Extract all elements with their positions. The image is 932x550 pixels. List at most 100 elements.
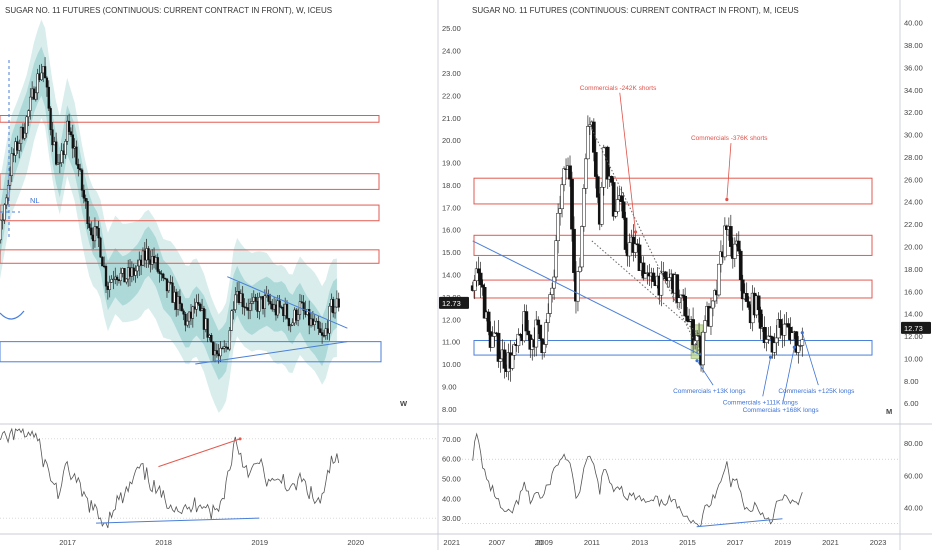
candle-body (300, 301, 303, 303)
candle-body (90, 227, 93, 236)
candle-body (635, 243, 640, 246)
monthly-chart-panel: SUGAR NO. 11 FUTURES (CONTINUOUS: CURREN… (462, 0, 932, 550)
monthly-date-tick: 2019 (774, 538, 791, 547)
candle-body (315, 320, 318, 323)
candle-body (103, 265, 106, 268)
candle-body (728, 226, 733, 247)
candle-body (175, 291, 178, 310)
candle-body (10, 153, 13, 176)
candle-body (586, 126, 590, 160)
candle-body (651, 272, 656, 282)
candle-body (202, 308, 206, 330)
weekly-price-tick: 11.00 (442, 338, 460, 347)
monthly-price-tick: 38.00 (904, 41, 923, 50)
candle-body (125, 278, 128, 283)
candle-body (580, 226, 584, 268)
candle-body (43, 66, 47, 79)
annotation-label: Commercials -242K shorts (580, 85, 657, 92)
candle-body (605, 146, 610, 180)
candle-body (744, 293, 749, 302)
candle-body (226, 347, 230, 350)
annotation-arrow (782, 347, 795, 405)
candle-body (101, 256, 104, 267)
monthly-price-tick: 10.00 (904, 354, 923, 363)
candle-body (197, 302, 200, 305)
candle-body (127, 267, 130, 280)
candle-body (562, 168, 566, 186)
candle-body (599, 187, 604, 225)
candle-body (798, 345, 803, 347)
candle-body (619, 195, 624, 202)
candle-body (184, 313, 187, 326)
annotation-label: Commercials +111K longs (723, 399, 799, 406)
candle-body (685, 315, 689, 322)
candle-body (21, 127, 25, 139)
candle-body (272, 304, 276, 310)
weekly-price-tick: 18.00 (442, 181, 461, 190)
annotation-arrowhead (725, 197, 729, 202)
weekly-price-tick: 8.00 (442, 405, 457, 414)
candle-body (518, 333, 523, 336)
candle-body (245, 307, 248, 309)
candle-body (284, 303, 287, 316)
candle-body (274, 304, 278, 316)
candle-body (204, 318, 207, 330)
candle-body (62, 150, 65, 155)
monthly-rsi-line (472, 432, 803, 528)
candle-body (180, 303, 183, 312)
candle-body (256, 301, 259, 312)
candle-body (58, 162, 61, 164)
weekly-zone-1 (0, 115, 380, 123)
weekly-candles (0, 57, 340, 364)
candle-body (40, 72, 43, 81)
weekly-price-tick: 10.00 (442, 360, 461, 369)
weekly-rsi-tick: 50.00 (442, 475, 461, 484)
candle-body (252, 296, 255, 302)
candle-body (302, 302, 305, 311)
candle-body (732, 243, 737, 259)
candle-body (171, 282, 174, 303)
candle-body (51, 129, 54, 146)
candle-body (643, 273, 648, 279)
candle-body (536, 319, 541, 326)
candle-body (701, 331, 705, 366)
candle-body (578, 266, 582, 272)
candle-body (1, 219, 4, 221)
candle-body (32, 88, 36, 100)
candle-body (34, 92, 37, 100)
candle-body (611, 182, 616, 217)
candle-body (54, 141, 58, 165)
weekly-price-tick: 16.00 (442, 226, 461, 235)
weekly-chart-title: SUGAR NO. 11 FUTURES (CONTINUOUS: CURREN… (5, 6, 332, 15)
weekly-chart-panel: SUGAR NO. 11 FUTURES (CONTINUOUS: CURREN… (0, 0, 543, 550)
candle-body (77, 164, 80, 169)
weekly-price-tick: 25.00 (442, 24, 461, 33)
candle-body (800, 339, 805, 346)
candle-body (138, 259, 141, 267)
candle-body (546, 313, 551, 323)
monthly-price-tick: 20.00 (904, 242, 923, 251)
monthly-candles (470, 115, 805, 382)
candle-body (106, 285, 110, 290)
weekly-zone-2 (0, 173, 380, 190)
candle-body (91, 234, 95, 242)
candle-body (215, 350, 218, 355)
candle-body (6, 185, 10, 199)
candle-body (80, 169, 84, 191)
candle-body (97, 227, 100, 239)
candle-body (93, 226, 97, 242)
candle-body (276, 300, 279, 316)
candle-body (709, 307, 713, 327)
candle-body (544, 322, 549, 345)
candle-body (510, 355, 515, 369)
candle-body (492, 332, 497, 337)
weekly-date-tick: 2019 (251, 538, 268, 547)
weekly-price-tick: 24.00 (442, 47, 461, 56)
candle-body (219, 347, 222, 357)
candle-body (542, 344, 547, 353)
candle-body (248, 303, 252, 311)
candle-body (260, 296, 263, 298)
nl-label: NL (30, 196, 40, 205)
candle-body (49, 108, 52, 130)
candle-body (550, 287, 554, 295)
